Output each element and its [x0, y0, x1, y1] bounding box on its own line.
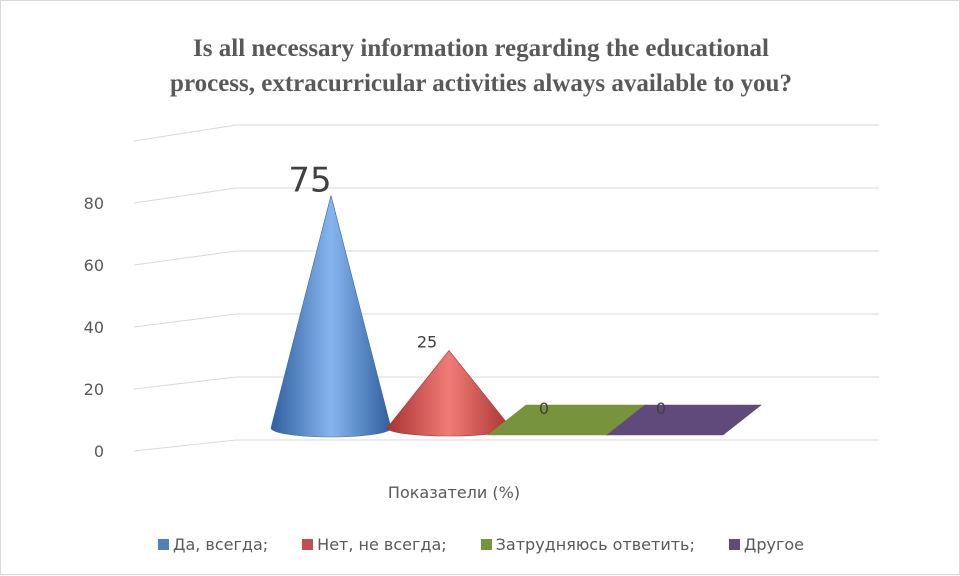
y-tick-label: 60 [84, 256, 104, 275]
plate-drugoe [606, 404, 762, 436]
legend: Да, всегда; Нет, не всегда; Затрудняюсь от… [1, 535, 960, 554]
plate-zatrudnyayus-label: 0 [539, 399, 549, 418]
y-tick-label: 0 [94, 442, 104, 461]
legend-label: Нет, не всегда; [317, 535, 447, 554]
y-tick-label: 80 [84, 194, 104, 213]
legend-swatch [302, 539, 314, 550]
cone-net-ne-vsegda [386, 350, 512, 437]
y-tick-label: 40 [84, 318, 104, 337]
data-label-da-vsegda: 75 [288, 161, 331, 201]
legend-label: Затрудняюсь ответить; [495, 535, 695, 554]
plate-drugoe-label: 0 [656, 399, 666, 418]
gridline-diagonal [133, 187, 237, 204]
gridline-diagonal [133, 376, 237, 390]
chart-title-line-2: process, extracurricular activities alwa… [170, 70, 792, 97]
grid-layer [133, 124, 879, 452]
chart-marks: 75 25 0 0 [270, 161, 762, 438]
gridline-diagonal [133, 124, 237, 142]
y-axis: 0 20 40 60 80 [84, 194, 104, 461]
chart-title-line-1: Is all necessary information regarding t… [193, 35, 769, 62]
x-axis-label: Показатели (%) [388, 483, 520, 502]
gridline-diagonal [133, 250, 237, 266]
legend-item: Затрудняюсь ответить; [480, 535, 695, 554]
legend-swatch [728, 539, 740, 550]
gridline-diagonal [133, 313, 237, 328]
gridline-diagonal [133, 439, 237, 452]
y-tick-label: 20 [84, 380, 104, 399]
legend-item: Другое [728, 535, 805, 554]
legend-item: Нет, не всегда; [302, 535, 447, 554]
chart-title: Is all necessary information regarding t… [1, 31, 960, 101]
legend-label: Другое [743, 535, 805, 554]
data-label-net-ne-vsegda: 25 [417, 333, 437, 352]
legend-swatch [157, 539, 169, 550]
legend-item: Да, всегда; [157, 535, 269, 554]
cone-da-vsegda [270, 195, 392, 438]
legend-label: Да, всегда; [172, 535, 269, 554]
legend-swatch [480, 539, 492, 550]
